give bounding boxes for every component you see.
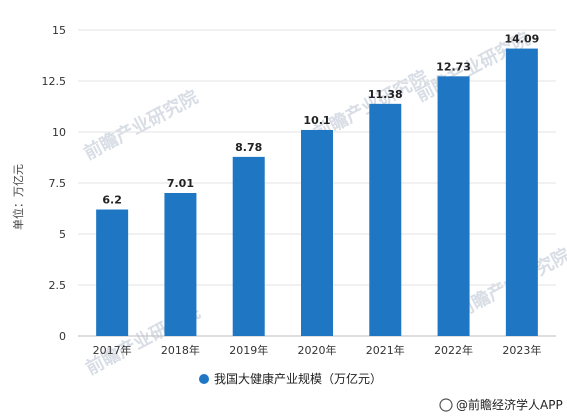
y-axis-ticks: 0 2.5 5 7.5 10 12.5 15 <box>42 24 67 343</box>
data-label: 10.1 <box>303 114 330 127</box>
legend-label: 我国大健康产业规模（万亿元） <box>214 371 382 386</box>
y-tick-label: 2.5 <box>49 279 67 292</box>
bar <box>164 192 197 336</box>
source-credit: @前瞻经济学人APP <box>439 397 563 412</box>
x-tick-label: 2021年 <box>366 343 405 357</box>
bar <box>301 129 333 336</box>
y-tick-label: 12.5 <box>42 75 67 88</box>
legend: 我国大健康产业规模（万亿元） <box>199 371 382 386</box>
source-text: @前瞻经济学人APP <box>456 397 563 412</box>
bar <box>505 48 538 337</box>
x-tick-label: 2019年 <box>229 343 268 357</box>
data-label: 6.2 <box>102 194 122 207</box>
x-tick-label: 2018年 <box>161 343 200 357</box>
y-tick-label: 5 <box>59 228 66 241</box>
watermark-text: 前瞻产业研究院 <box>80 86 202 165</box>
y-tick-label: 10 <box>52 126 66 139</box>
y-tick-label: 15 <box>52 24 66 37</box>
x-axis-ticks: 2017年 2018年 2019年 2020年 2021年 2022年 2023年 <box>93 343 542 357</box>
x-tick-label: 2017年 <box>93 343 132 357</box>
data-label: 14.09 <box>504 33 539 46</box>
x-tick-label: 2022年 <box>434 343 473 357</box>
bar <box>96 209 129 336</box>
x-tick-label: 2023年 <box>502 343 541 357</box>
bar <box>437 76 470 337</box>
bar <box>232 156 265 336</box>
data-label: 7.01 <box>167 177 194 190</box>
data-label: 8.78 <box>235 141 262 154</box>
app-logo-icon <box>439 398 453 412</box>
bar <box>369 103 402 337</box>
data-label: 12.73 <box>436 60 471 73</box>
value-labels: 6.2 7.01 8.78 10.1 11.38 12.73 14.09 <box>102 33 539 207</box>
y-tick-label: 7.5 <box>49 177 67 190</box>
bars <box>96 48 538 337</box>
x-tick-label: 2020年 <box>298 343 337 357</box>
y-axis-title: 单位：万亿元 <box>11 164 25 230</box>
y-tick-label: 0 <box>59 330 66 343</box>
legend-swatch <box>199 374 209 384</box>
data-label: 11.38 <box>368 88 403 101</box>
